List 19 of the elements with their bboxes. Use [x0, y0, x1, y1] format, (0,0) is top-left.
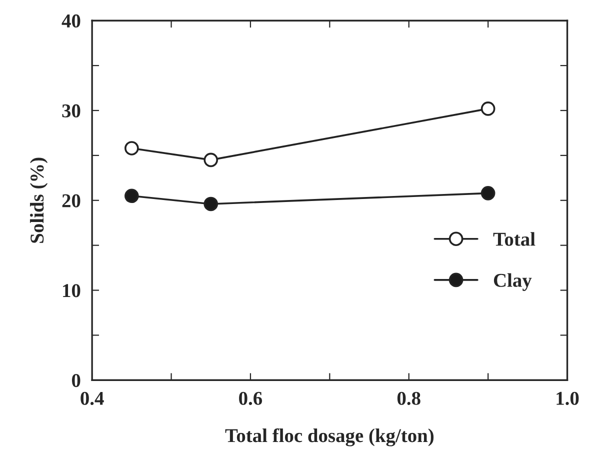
x-tick-label: 0.8 — [397, 392, 420, 406]
x-tick-label: 1.0 — [556, 392, 579, 406]
x-axis-title: Total floc dosage (kg/ton) — [225, 428, 434, 446]
x-tick-label: 0.6 — [239, 392, 262, 406]
y-tick-label: 20 — [62, 194, 80, 208]
point — [480, 186, 496, 200]
x-tick-label: 0.4 — [80, 392, 104, 406]
y-tick-label: 40 — [62, 14, 80, 28]
point — [124, 188, 139, 204]
point — [204, 152, 218, 168]
legend-label: Clay — [494, 273, 532, 291]
point — [480, 102, 496, 116]
y-axis-title: Solids (%) — [30, 158, 48, 243]
y-tick-label: 10 — [63, 284, 80, 298]
point — [124, 141, 139, 156]
legend-label: Total — [493, 232, 536, 246]
y-tick-label: 30 — [62, 104, 80, 118]
point — [204, 196, 218, 212]
y-tick-label: 0 — [72, 374, 80, 388]
